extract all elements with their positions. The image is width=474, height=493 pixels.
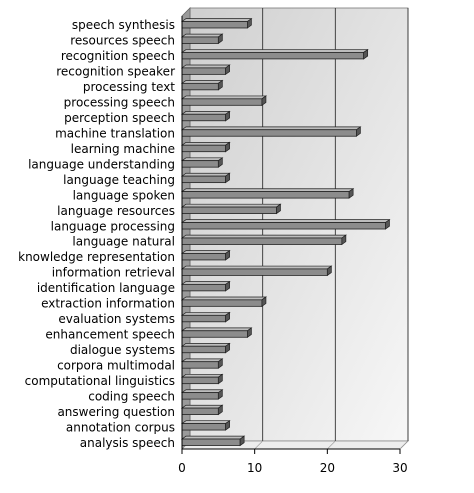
bar-recognition-speech — [180, 48, 369, 60]
bar-evaluation-systems — [180, 311, 231, 323]
category-label: annotation corpus — [66, 420, 175, 434]
category-label: corpora multimodal — [57, 358, 175, 372]
bar-perception-speech — [180, 110, 231, 122]
category-label: knowledge representation — [18, 250, 175, 264]
x-axis: 0 10 20 30 — [178, 16, 408, 475]
bar-language-spoken — [180, 188, 355, 199]
bar-enhancement-speech — [180, 327, 253, 338]
category-label: resources speech — [70, 34, 175, 48]
bar-recognition-speaker — [180, 64, 231, 76]
bar-identification-language — [180, 280, 231, 292]
x-tick-label: 20 — [320, 461, 335, 475]
category-label: language natural — [72, 235, 175, 249]
category-label: machine translation — [55, 126, 175, 140]
bar-language-processing — [180, 218, 391, 230]
bar-coding-speech — [180, 389, 224, 400]
category-label: coding speech — [88, 389, 175, 403]
bar-answering-question — [180, 404, 224, 416]
bar-speech-synthesis — [180, 17, 253, 29]
category-label: dialogue systems — [70, 343, 175, 357]
category-label: evaluation systems — [58, 312, 175, 326]
floor-gridline-30 — [399, 440, 409, 450]
x-tick-label: 30 — [392, 461, 407, 475]
bar-processing-text — [180, 79, 224, 91]
category-label: extraction information — [41, 297, 175, 311]
x-tick-label: 0 — [178, 461, 186, 475]
bar-corpora-multimodal — [180, 358, 224, 369]
category-label: analysis speech — [80, 436, 175, 450]
category-label: information retrieval — [52, 266, 175, 280]
bar-language-resources — [180, 203, 282, 215]
floor-gridline-10 — [254, 440, 263, 450]
bar-annotation-corpus — [180, 420, 231, 431]
bar-learning-machine — [180, 141, 231, 153]
category-label: processing speech — [64, 96, 175, 110]
bar-computational-linguistics — [180, 373, 224, 385]
bar-dialogue-systems — [180, 342, 231, 354]
bar-information-retrieval — [180, 265, 333, 277]
bar-resources-speech — [180, 33, 224, 45]
category-label: identification language — [37, 281, 175, 295]
category-label: answering question — [57, 405, 175, 419]
category-label: recognition speaker — [56, 65, 175, 79]
floor-gridline-20 — [327, 440, 336, 450]
category-label: computational linguistics — [25, 374, 175, 388]
category-label: enhancement speech — [45, 328, 175, 342]
bar-language-teaching — [180, 172, 231, 184]
category-label: language resources — [57, 204, 175, 218]
category-label: speech synthesis — [72, 18, 175, 32]
category-label: recognition speech — [61, 49, 175, 63]
bar-processing-speech — [180, 95, 268, 106]
bar-machine-translation — [180, 126, 362, 137]
bar-analysis-speech — [180, 435, 246, 447]
x-tick-label: 10 — [247, 461, 262, 475]
category-label: language teaching — [63, 173, 175, 187]
bar-language-understanding — [180, 157, 224, 168]
category-label: processing text — [83, 80, 175, 94]
bar-language-natural — [180, 234, 347, 246]
category-label: language processing — [51, 219, 175, 233]
category-label: language understanding — [28, 157, 175, 171]
bar-extraction-information — [180, 296, 268, 308]
bar-knowledge-representation — [180, 249, 231, 261]
category-label: perception speech — [64, 111, 175, 125]
category-label: language spoken — [73, 188, 175, 202]
category-label: learning machine — [71, 142, 175, 156]
